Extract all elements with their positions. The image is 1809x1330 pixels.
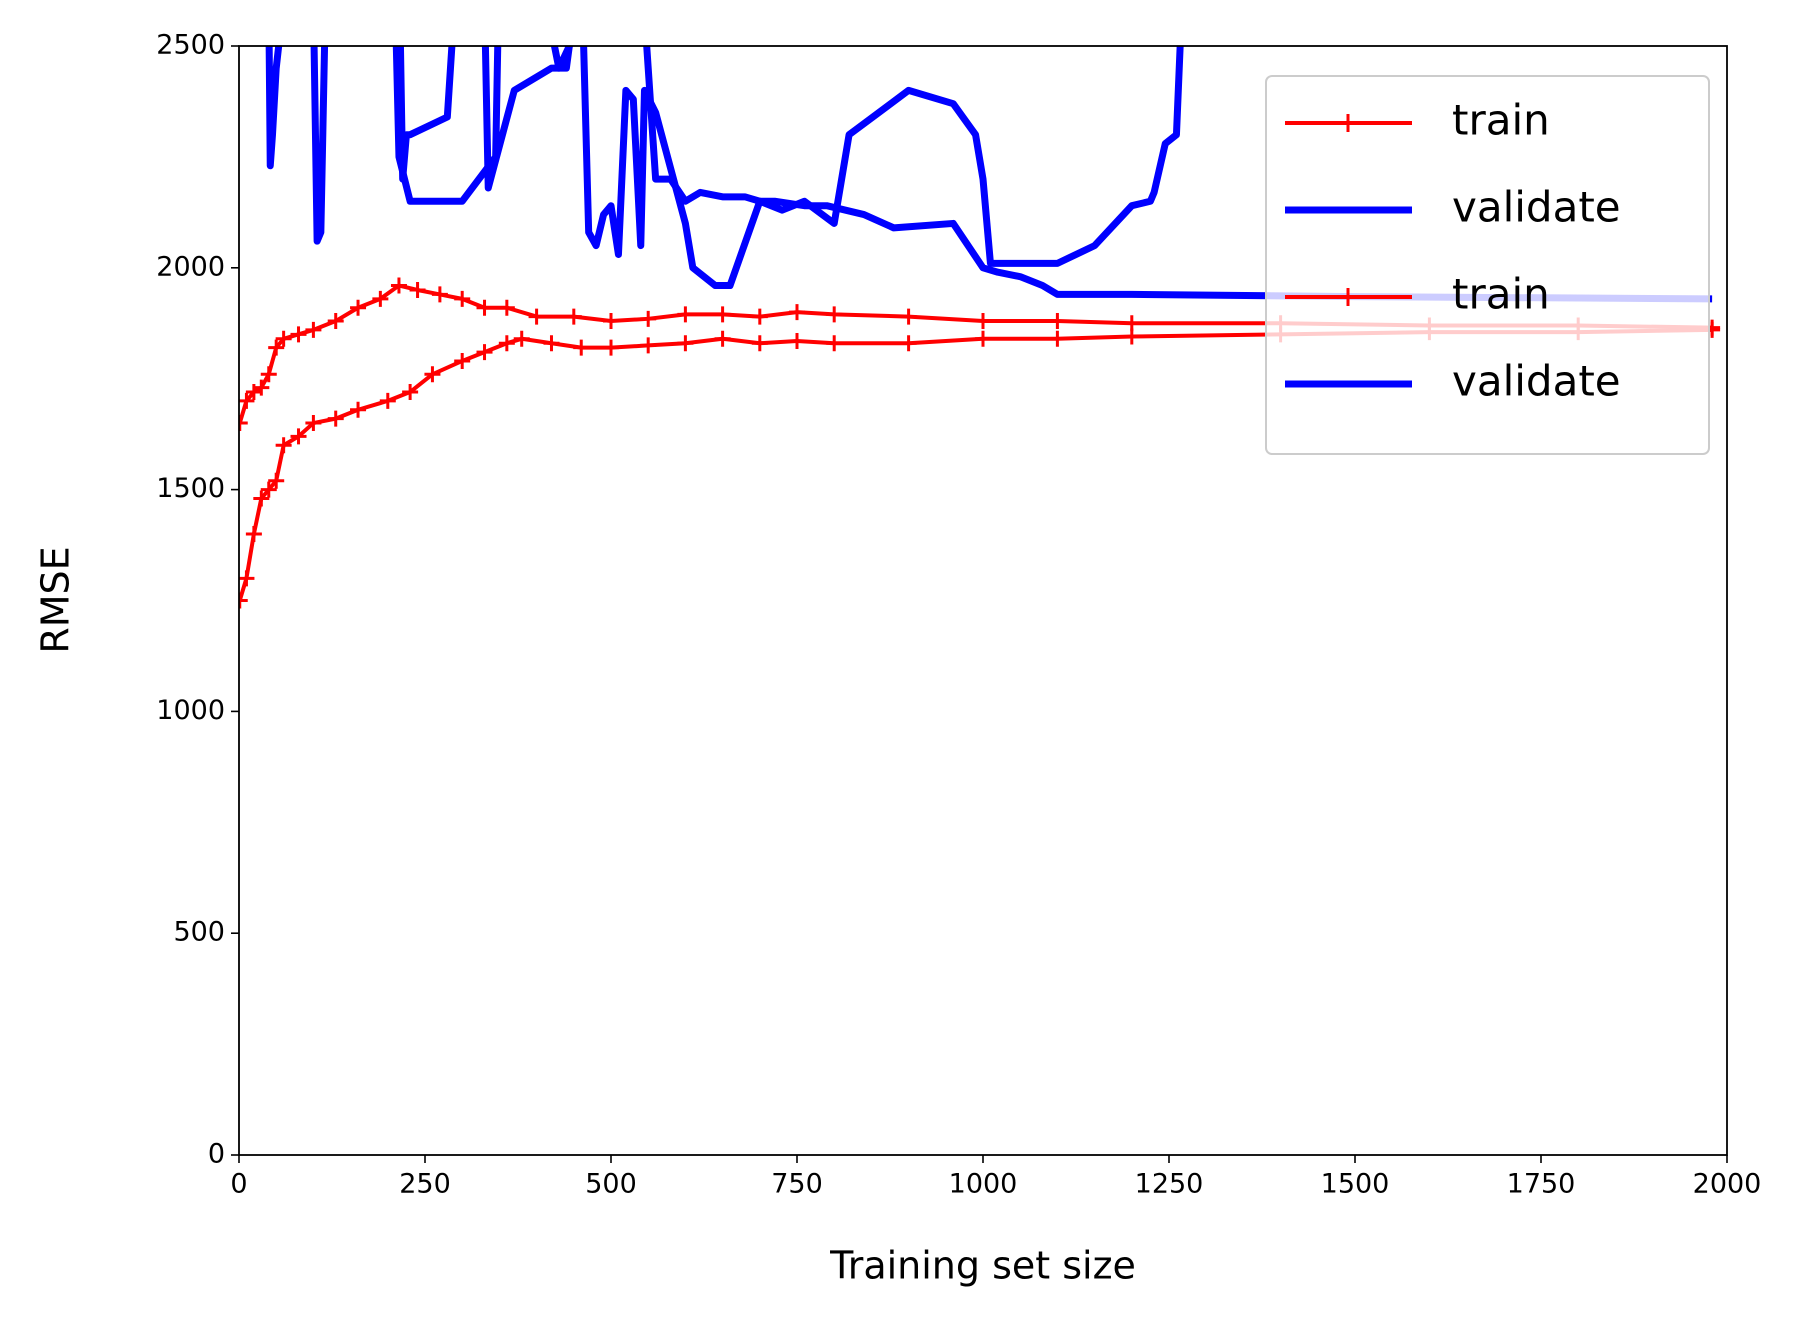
point-marker — [290, 326, 307, 343]
point-marker — [900, 335, 917, 352]
x-axis-label: Training set size — [829, 1244, 1136, 1288]
point-marker — [327, 410, 344, 427]
point-marker — [751, 335, 768, 352]
point-marker — [245, 525, 262, 542]
y-axis-label: RMSE — [34, 546, 78, 653]
point-marker — [476, 299, 493, 316]
point-marker — [350, 401, 367, 418]
series-line — [392, 46, 1184, 267]
legend-label: train — [1452, 96, 1550, 145]
point-marker — [498, 299, 515, 316]
point-marker — [789, 304, 805, 321]
point-marker — [454, 290, 471, 307]
point-marker — [350, 299, 367, 316]
point-marker — [253, 490, 270, 507]
point-marker — [476, 344, 493, 361]
point-marker — [431, 286, 448, 303]
x-tick-label: 1250 — [1135, 1169, 1204, 1200]
point-marker — [900, 308, 917, 325]
point-marker — [603, 313, 619, 330]
x-tick-label: 500 — [585, 1169, 637, 1200]
point-marker — [454, 352, 471, 369]
point-marker — [677, 335, 694, 352]
x-tick-label: 250 — [399, 1169, 451, 1200]
point-marker — [1049, 330, 1066, 347]
point-marker — [290, 428, 307, 445]
point-marker — [975, 330, 991, 347]
point-marker — [239, 570, 255, 587]
point-marker — [275, 330, 292, 347]
point-marker — [268, 472, 285, 489]
point-marker — [1123, 328, 1140, 345]
legend-box — [1265, 75, 1710, 455]
x-tick-label: 750 — [771, 1169, 823, 1200]
point-marker — [260, 481, 277, 498]
x-tick-label: 1500 — [1321, 1169, 1390, 1200]
point-marker — [751, 308, 768, 325]
point-marker — [640, 310, 657, 327]
point-marker — [305, 321, 322, 338]
point-marker — [677, 306, 694, 323]
point-marker — [253, 379, 270, 396]
point-marker — [372, 290, 389, 307]
point-marker — [528, 308, 545, 325]
point-marker — [327, 313, 344, 330]
point-marker — [379, 392, 396, 409]
legend-label: validate — [1452, 357, 1621, 406]
y-tick-label: 2500 — [156, 30, 225, 61]
point-marker — [826, 306, 843, 323]
point-marker — [714, 306, 731, 323]
point-marker — [409, 281, 426, 298]
y-tick-label: 0 — [208, 1139, 225, 1170]
point-marker — [513, 330, 530, 347]
x-tick-label: 2000 — [1693, 1169, 1762, 1200]
x-tick-label: 1000 — [949, 1169, 1018, 1200]
point-marker — [714, 330, 731, 347]
x-tick-label: 1750 — [1507, 1169, 1576, 1200]
point-marker — [573, 339, 590, 356]
y-tick-label: 1000 — [156, 695, 225, 726]
point-marker — [424, 366, 441, 383]
point-marker — [305, 415, 322, 432]
legend-label: validate — [1452, 183, 1621, 232]
point-marker — [275, 437, 292, 454]
point-marker — [268, 339, 285, 356]
y-tick-label: 2000 — [156, 251, 225, 282]
point-marker — [603, 339, 619, 356]
series-line — [265, 46, 1713, 303]
point-marker — [260, 366, 277, 383]
point-marker — [498, 335, 515, 352]
point-marker — [789, 332, 805, 349]
point-marker — [239, 392, 255, 409]
point-marker — [640, 337, 657, 354]
y-tick-label: 500 — [173, 917, 225, 948]
point-marker — [565, 308, 582, 325]
point-marker — [543, 335, 560, 352]
point-marker — [402, 384, 419, 401]
x-tick-label: 0 — [230, 1169, 247, 1200]
y-tick-label: 1500 — [156, 473, 225, 504]
legend-label: train — [1452, 270, 1550, 319]
point-marker — [1049, 313, 1066, 330]
point-marker — [390, 277, 407, 294]
point-marker — [975, 313, 991, 330]
point-marker — [826, 335, 843, 352]
